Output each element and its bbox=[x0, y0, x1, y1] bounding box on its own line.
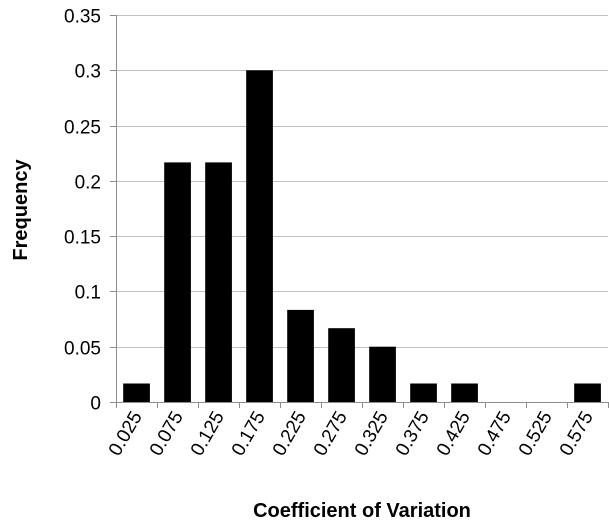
x-axis-title: Coefficient of Variation bbox=[253, 500, 471, 522]
x-tick-label-8: 0.425 bbox=[433, 408, 475, 460]
bar-0.375 bbox=[410, 383, 437, 402]
y-tick-label-0: 0 bbox=[90, 394, 101, 415]
bar-0.125 bbox=[205, 162, 232, 402]
y-tick-label-2: 0.1 bbox=[75, 283, 101, 304]
gridlines bbox=[116, 15, 608, 348]
bar-0.025 bbox=[123, 383, 150, 402]
bar-0.275 bbox=[328, 328, 355, 402]
x-tick-label-4: 0.225 bbox=[269, 408, 311, 460]
y-tick-labels: 0 0.05 0.1 0.15 0.2 0.25 0.3 0.35 bbox=[64, 7, 101, 415]
x-tick-label-2: 0.125 bbox=[187, 408, 229, 460]
bars bbox=[123, 70, 601, 403]
bar-0.325 bbox=[369, 346, 396, 402]
y-tick-label-4: 0.2 bbox=[75, 173, 101, 194]
bar-0.425 bbox=[451, 383, 478, 402]
x-tick-labels: 0.025 0.075 0.125 0.175 0.225 0.275 0.325 0.375… bbox=[105, 408, 598, 460]
bar-0.075 bbox=[164, 162, 191, 402]
y-axis-title: Frequency bbox=[10, 159, 32, 261]
x-tick-label-10: 0.525 bbox=[515, 408, 557, 460]
x-tick-label-6: 0.325 bbox=[351, 408, 393, 460]
x-tick-label-9: 0.475 bbox=[474, 408, 516, 460]
x-tick-label-11: 0.575 bbox=[556, 408, 598, 460]
bar-0.175 bbox=[246, 70, 273, 403]
axes bbox=[110, 15, 609, 408]
bar-0.575 bbox=[574, 383, 601, 402]
y-tick-label-5: 0.25 bbox=[64, 118, 101, 139]
x-tick-label-1: 0.075 bbox=[146, 408, 188, 460]
x-tick-label-3: 0.175 bbox=[228, 408, 270, 460]
x-tick-label-7: 0.375 bbox=[392, 408, 434, 460]
bar-0.225 bbox=[287, 309, 314, 402]
y-tick-label-7: 0.35 bbox=[64, 7, 101, 28]
y-tick-label-3: 0.15 bbox=[64, 228, 101, 249]
x-tick-label-0: 0.025 bbox=[105, 408, 147, 460]
y-tick-label-6: 0.3 bbox=[75, 62, 101, 83]
y-tick-label-1: 0.05 bbox=[64, 339, 101, 360]
x-tick-label-5: 0.275 bbox=[310, 408, 352, 460]
